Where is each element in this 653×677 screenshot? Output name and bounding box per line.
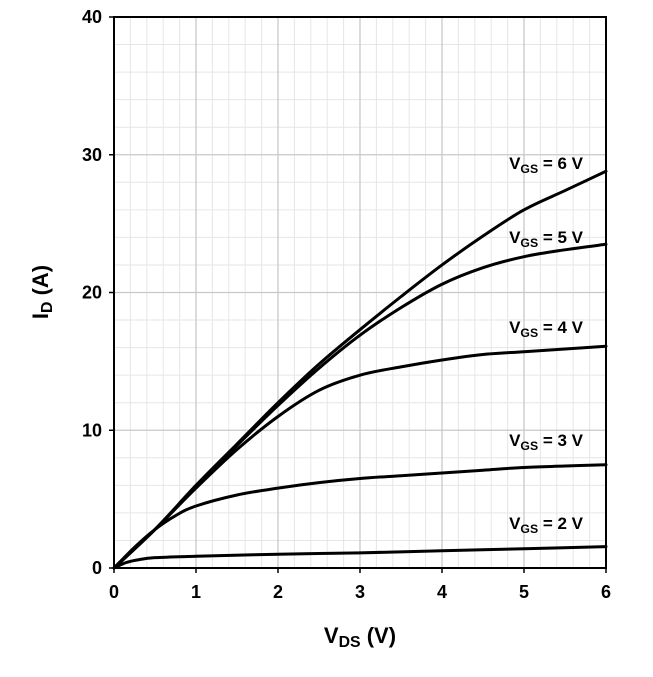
series-label-vgs-6: VGS = 6 V bbox=[509, 154, 584, 176]
y-tick-label: 30 bbox=[82, 145, 102, 165]
x-tick-label: 3 bbox=[355, 582, 365, 602]
x-tick-label: 6 bbox=[601, 582, 611, 602]
series-line-vgs-4 bbox=[112, 344, 608, 570]
curve-labels: VGS = 6 V VGS = 5 V VGS = 4 V VGS = 3 V VGS … bbox=[509, 154, 584, 536]
x-axis-title: VDS (V) bbox=[324, 623, 396, 651]
series-layer bbox=[112, 169, 608, 570]
series-label-vgs-4: VGS = 4 V bbox=[509, 318, 584, 340]
y-tick-labels: 0 10 20 30 40 bbox=[82, 7, 114, 578]
series-label-vgs-5: VGS = 5 V bbox=[509, 228, 584, 250]
y-tick-label: 0 bbox=[92, 558, 102, 578]
x-tick-label: 2 bbox=[273, 582, 283, 602]
series-line-vgs-2 bbox=[112, 545, 608, 570]
x-tick-label: 1 bbox=[191, 582, 201, 602]
y-axis-title: ID (A) bbox=[28, 265, 56, 319]
x-tick-label: 0 bbox=[109, 582, 119, 602]
x-tick-label: 4 bbox=[437, 582, 447, 602]
y-tick-label: 10 bbox=[82, 420, 102, 440]
series-label-vgs-2: VGS = 2 V bbox=[509, 514, 584, 536]
series-line-vgs-3 bbox=[112, 463, 608, 570]
x-tick-label: 5 bbox=[519, 582, 529, 602]
y-tick-label: 20 bbox=[82, 283, 102, 303]
x-tick-labels: 0 1 2 3 4 5 6 bbox=[109, 568, 611, 602]
y-tick-label: 40 bbox=[82, 7, 102, 27]
series-label-vgs-3: VGS = 3 V bbox=[509, 431, 584, 453]
